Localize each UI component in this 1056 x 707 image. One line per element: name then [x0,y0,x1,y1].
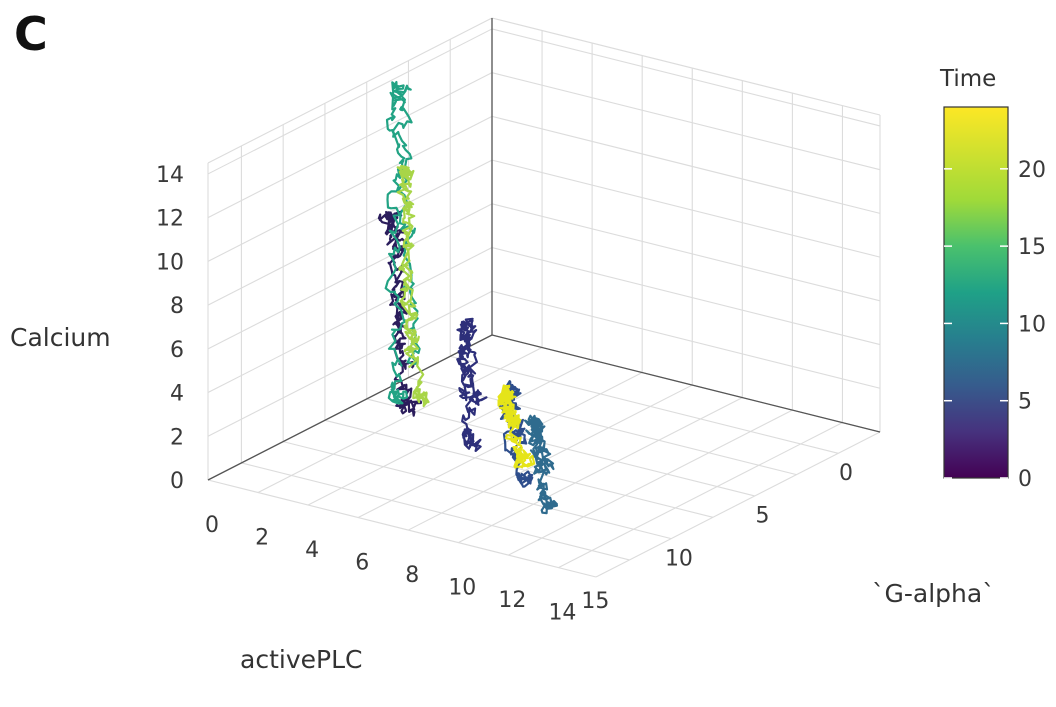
z-tick-label: 2 [170,425,184,450]
y-tick-label: 6 [355,551,369,576]
grid-line [207,115,493,262]
y-tick-label: 10 [448,576,476,601]
grid-line [491,115,881,214]
grid-line [458,397,743,544]
y-tick-label: 8 [405,563,419,588]
x-tick-label: 0 [839,461,853,486]
grid-line [491,247,881,346]
y-tick-label: 4 [305,538,319,563]
grid-lines [207,17,881,578]
series-line [523,414,559,515]
colorbar-tick-label: 10 [1018,312,1046,337]
grid-line [207,28,493,175]
grid-line [207,203,493,350]
grid-line [491,290,881,389]
series-lines [377,80,559,515]
grid-line [491,72,881,171]
grid-line [357,372,643,519]
z-tick-label: 4 [170,382,184,407]
z-tick-label: 10 [156,250,184,275]
grid-line [408,384,693,531]
colorbar-gradient [943,106,1009,479]
grid-line [491,17,881,116]
z-tick-label: 8 [170,294,184,319]
y-tick-label: 2 [255,526,269,551]
grid-line [207,247,493,394]
series-line [396,164,430,408]
y-axis-title: `G-alpha` [872,579,995,608]
x-tick-label: 5 [755,504,769,529]
y-axis-line [491,334,881,433]
z-tick-label: 6 [170,338,184,363]
colorbar-tick-label: 20 [1018,158,1046,183]
colorbar-title: Time [939,66,996,92]
grid-line [491,159,881,258]
z-tick-label: 12 [156,207,184,232]
grid-line [366,398,755,497]
colorbar-tick-label: 5 [1018,390,1032,415]
y-tick-label: 14 [548,601,576,626]
grid-line [207,479,597,578]
grid-line [207,72,493,219]
grid-line [324,419,714,518]
grid-line [307,359,593,506]
z-axis-title: Calcium [10,323,111,352]
series-line [384,80,421,405]
grid-line [595,431,881,578]
grid-line [241,462,630,561]
grid-line [207,290,493,437]
grid-line [450,355,839,454]
grid-line [491,28,881,127]
grid-line [558,422,843,569]
z-tick-label: 14 [156,163,184,188]
x-tick-label: 10 [665,546,693,571]
series-line [497,384,536,469]
colorbar-tick-label: 15 [1018,235,1046,260]
z-tick-label: 0 [170,469,184,494]
grid-line [508,409,793,556]
x-axis-line [207,334,493,481]
series-line [456,317,488,452]
colorbar-tick-label: 0 [1018,467,1032,492]
y-tick-label: 0 [205,513,219,538]
y-tick-label: 12 [498,588,526,613]
x-tick-label: 15 [581,589,609,614]
x-axis-title: activePLC [240,645,362,674]
grid-line [257,347,543,494]
grid-line [491,203,881,302]
grid-line [207,159,493,306]
grid-line [283,441,672,540]
colorbar-legend: Time 0 5 10 15 20 [939,66,1046,492]
grid-line [207,17,493,164]
series-line [377,210,422,417]
panel-label: C [14,7,48,61]
axis-ticks: 0 2 4 6 8 10 12 14 0 5 10 15 0 2 4 6 8 10 12 14 [156,163,853,626]
